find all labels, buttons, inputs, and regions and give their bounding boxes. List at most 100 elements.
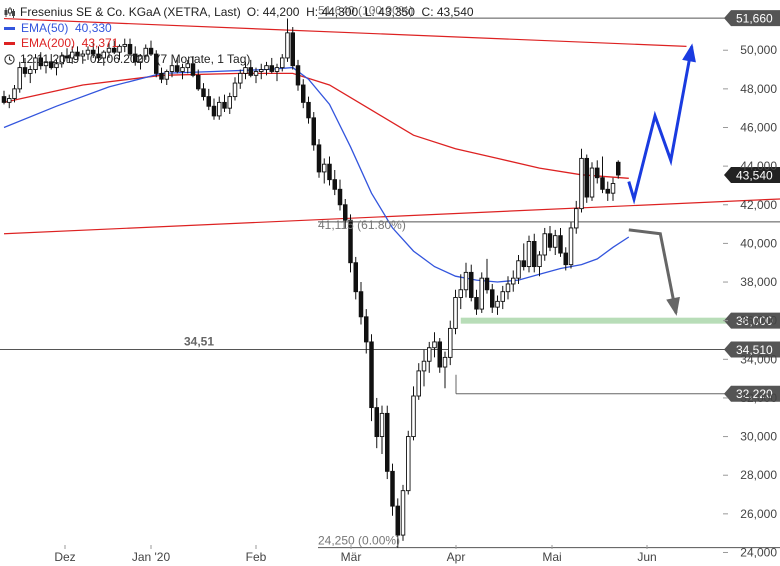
candle <box>75 46 80 60</box>
candle <box>33 54 38 74</box>
candle <box>159 67 164 84</box>
candle <box>406 430 411 495</box>
candle <box>390 463 395 516</box>
candle <box>227 92 232 114</box>
candle-body-down <box>222 101 227 109</box>
x-tick-label: Jan '20 <box>132 550 171 564</box>
candle <box>364 309 369 354</box>
candle-body-down <box>600 177 605 190</box>
candle <box>237 69 243 89</box>
candle-body-down <box>22 67 28 74</box>
price-tag: 51,660 <box>724 10 780 27</box>
candle <box>568 222 574 269</box>
candle <box>96 46 101 62</box>
candle-body-down <box>190 63 196 76</box>
candle <box>432 332 437 358</box>
candle <box>49 54 54 70</box>
price-tag-bg <box>724 312 780 329</box>
candle <box>516 254 521 284</box>
candle <box>280 54 285 72</box>
candle-body-up <box>138 55 143 63</box>
candle-body-up <box>610 183 616 194</box>
candle-body-up <box>427 347 432 362</box>
level-label: 34,51 <box>184 334 214 348</box>
x-tick-label: Dez <box>54 550 75 564</box>
candle-body-up <box>117 45 122 53</box>
date-range: 12.11.2019 - 02.06.2020 (7 Monate, 1 Tag… <box>20 51 251 66</box>
candle <box>28 65 33 84</box>
candle-body-down <box>290 32 296 67</box>
candle <box>547 226 553 252</box>
x-tick-label: Feb <box>246 550 267 564</box>
candle-body-up <box>421 360 427 372</box>
candle <box>584 154 590 203</box>
y-tick-label: 32,000 <box>740 391 777 405</box>
candle <box>469 264 474 302</box>
candle-body-up <box>185 63 190 69</box>
candle <box>206 88 211 111</box>
candle <box>6 94 12 109</box>
candle-body-down <box>301 84 306 103</box>
fib-label: 51,640 (100.00%) <box>318 4 413 18</box>
candle-body-down <box>390 470 395 507</box>
candle-body-up <box>285 32 290 59</box>
candle <box>322 158 327 184</box>
trendlines <box>3 17 780 235</box>
candle <box>285 18 290 62</box>
y-tick-label: 40,000 <box>740 236 777 250</box>
candle-body-down <box>532 241 537 268</box>
candle <box>164 69 169 85</box>
candle <box>458 274 464 310</box>
candle <box>54 59 59 76</box>
candle-body-down <box>469 271 474 298</box>
candle-body-up <box>511 277 516 285</box>
candle <box>222 94 227 113</box>
candle-body-down <box>395 505 401 536</box>
fib-label: 24,250 (0.00%) <box>318 534 400 548</box>
bearish-arrow-line <box>628 228 678 314</box>
candle <box>500 285 506 310</box>
candle-body-down <box>521 260 527 268</box>
chart-header: Fresenius SE & Co. KGaA (XETRA, Last) O:… <box>4 5 474 67</box>
candle-body-up <box>542 233 548 256</box>
candle <box>59 52 65 68</box>
candle-body-down <box>248 67 253 76</box>
price-tag-label: 34,510 <box>736 343 773 357</box>
candle-body-up <box>458 289 464 298</box>
y-tick-label: 36,000 <box>740 314 777 328</box>
candle-body-up <box>33 57 38 70</box>
candle <box>12 84 17 103</box>
price-tag-label: 32,220 <box>736 387 773 401</box>
fib-label: 41,115 (61.80%) <box>318 218 406 232</box>
candle <box>64 48 70 62</box>
candle <box>306 96 311 124</box>
candle-body-up <box>411 395 416 438</box>
candle-body-up <box>505 283 511 293</box>
candle <box>259 63 264 80</box>
price-tag: 36,000 <box>724 312 780 329</box>
candle-body-down <box>563 252 569 266</box>
candle-body-up <box>59 55 65 65</box>
candle <box>532 233 537 273</box>
candle <box>337 179 343 211</box>
candle-body-up <box>17 67 23 90</box>
candle-body-up <box>80 53 85 57</box>
candle-body-down <box>374 407 380 438</box>
candle-body-down <box>490 289 495 308</box>
candle <box>453 289 458 335</box>
candle-body-down <box>605 188 611 194</box>
current-price-tag: 43,540 <box>724 167 780 184</box>
candle <box>332 169 338 196</box>
candle-body-up <box>43 61 49 67</box>
candle-body-up <box>432 341 437 349</box>
candle-body-down <box>385 412 390 472</box>
candle-body-up <box>243 67 248 74</box>
candle <box>248 59 253 78</box>
candle-body-up <box>227 96 232 109</box>
candle <box>211 98 217 120</box>
candle-body-up <box>400 490 406 536</box>
candle-body-down <box>148 47 154 55</box>
candle-body-down <box>311 117 317 146</box>
candle-body-up <box>101 51 106 59</box>
candle-body-down <box>547 233 553 248</box>
